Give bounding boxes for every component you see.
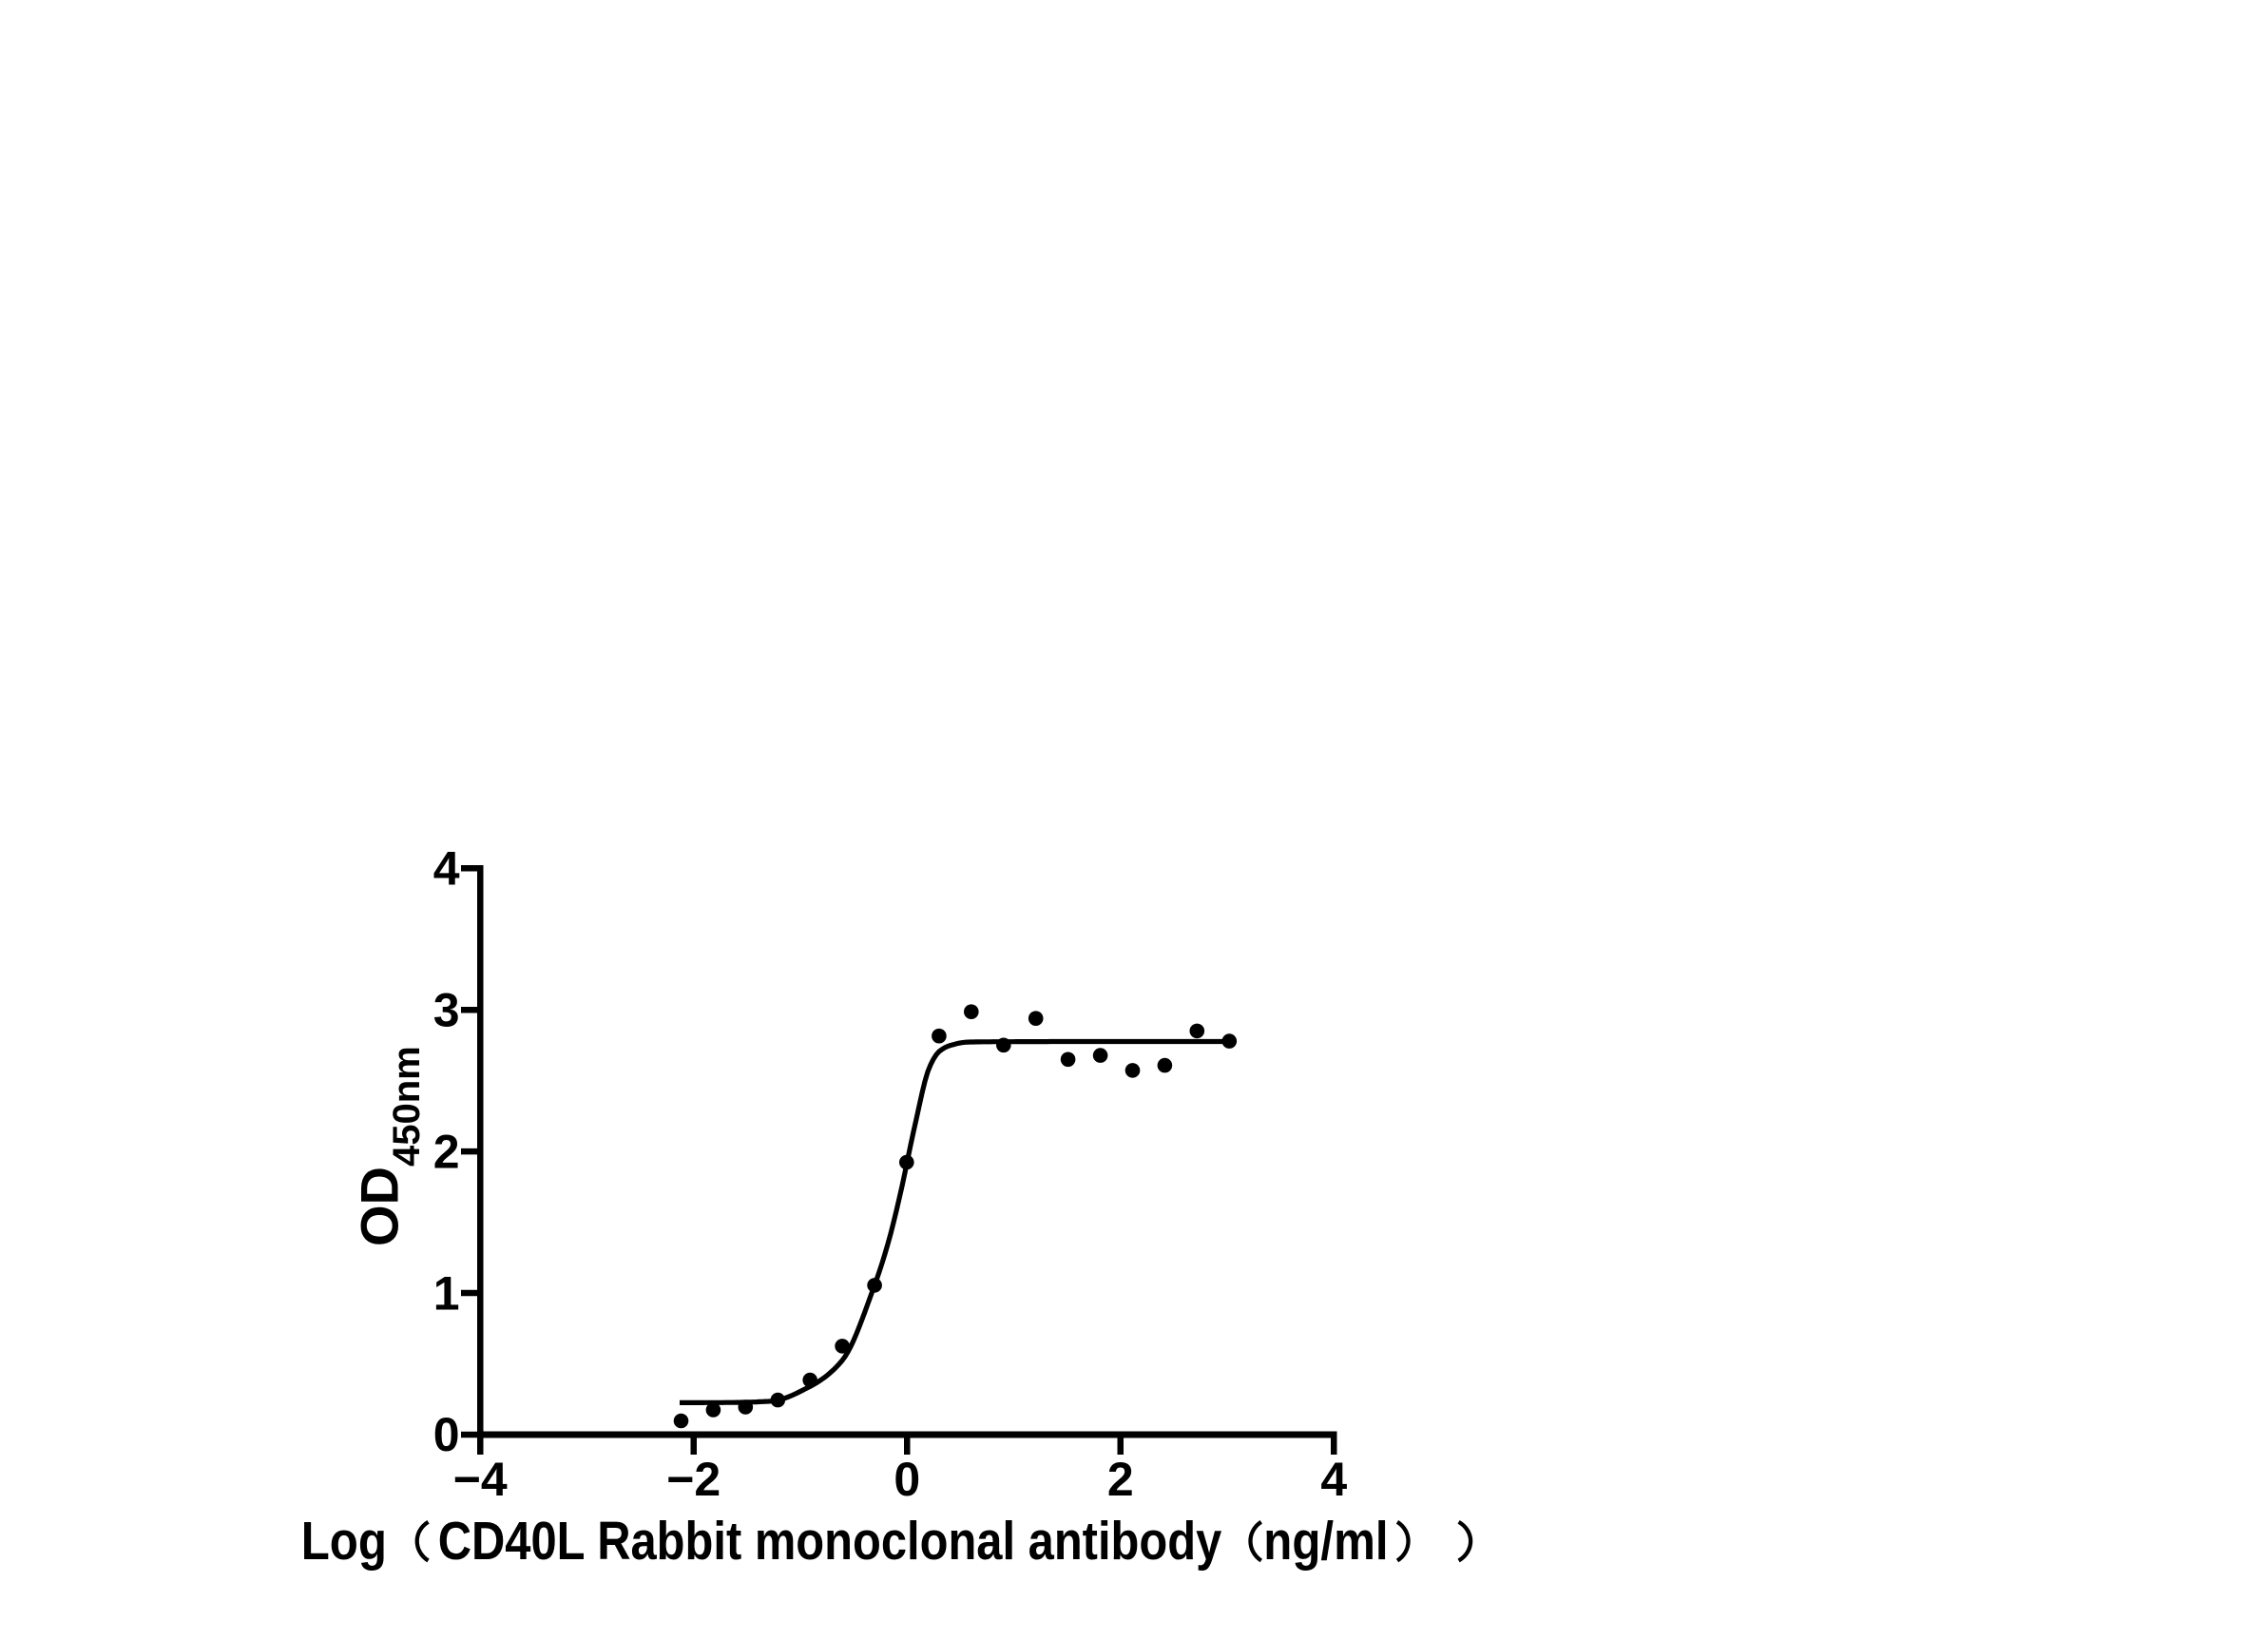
svg-text:Log: Log xyxy=(301,1512,387,1572)
svg-text:4: 4 xyxy=(433,842,460,896)
svg-text:−4: −4 xyxy=(453,1453,508,1506)
svg-text:2: 2 xyxy=(433,1125,460,1178)
svg-text:0: 0 xyxy=(433,1408,460,1461)
svg-text:1: 1 xyxy=(433,1266,460,1320)
svg-text:−2: −2 xyxy=(666,1453,721,1506)
svg-text:4: 4 xyxy=(1320,1453,1347,1506)
svg-text:2: 2 xyxy=(1107,1453,1134,1506)
svg-text:CD40L Rabbit monoclonal antibo: CD40L Rabbit monoclonal antibody xyxy=(438,1512,1222,1572)
svg-text:ng/ml: ng/ml xyxy=(1263,1512,1388,1572)
svg-text:0: 0 xyxy=(894,1453,920,1506)
svg-text:3: 3 xyxy=(433,983,460,1036)
